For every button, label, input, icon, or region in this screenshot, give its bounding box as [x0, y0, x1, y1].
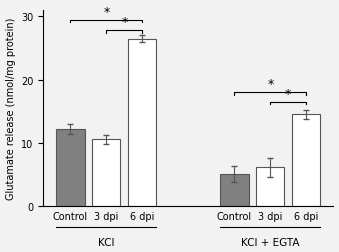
Bar: [220, 174, 248, 206]
Text: *: *: [285, 87, 291, 101]
Text: KCl + EGTA: KCl + EGTA: [241, 237, 300, 247]
Bar: [292, 115, 320, 206]
Bar: [92, 140, 120, 206]
Text: KCl: KCl: [98, 237, 115, 247]
Y-axis label: Glutamate release (nmol/mg protein): Glutamate release (nmol/mg protein): [5, 18, 16, 200]
Bar: [256, 167, 284, 206]
Text: *: *: [103, 6, 109, 19]
Bar: [128, 39, 156, 206]
Text: *: *: [267, 78, 274, 91]
Text: *: *: [121, 16, 127, 29]
Bar: [56, 130, 84, 206]
